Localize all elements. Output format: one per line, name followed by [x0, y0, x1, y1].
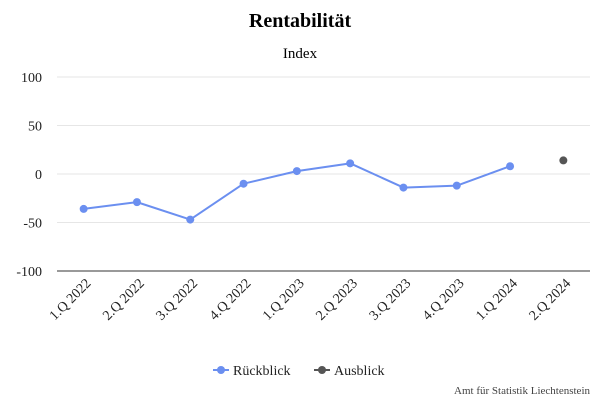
x-tick-label: 3.Q 2023 — [367, 276, 414, 323]
legend[interactable]: Rückblick Ausblick — [213, 364, 385, 379]
x-tick-label: 2.Q 2023 — [314, 276, 361, 323]
chart-title: Rentabilität — [249, 10, 352, 32]
legend-item[interactable]: Rückblick — [213, 364, 291, 379]
data-point[interactable] — [239, 179, 248, 188]
y-tick-label: 50 — [28, 120, 42, 135]
x-tick-label: 2.Q 2024 — [527, 276, 574, 323]
x-tick-label: 1.Q 2024 — [473, 276, 520, 323]
x-tick-label: 4.Q 2022 — [207, 276, 254, 323]
data-point[interactable] — [132, 198, 141, 207]
x-axis-ticks: 1.Q 2022 2.Q 2022 3.Q 2022 4.Q 2022 1.Q 2023… — [47, 276, 574, 323]
grid — [57, 76, 590, 272]
legend-marker-icon — [318, 366, 326, 374]
x-tick-label: 2.Q 2022 — [100, 276, 147, 323]
chart-subtitle: Index — [283, 46, 318, 62]
legend-label: Rückblick — [233, 364, 291, 379]
series-group — [79, 159, 515, 224]
data-point[interactable] — [79, 204, 88, 213]
x-tick-label: 4.Q 2023 — [420, 276, 467, 323]
data-point[interactable] — [346, 159, 355, 168]
data-point[interactable] — [452, 181, 461, 190]
y-axis-ticks: 100 50 0 -50 -100 — [16, 71, 42, 280]
legend-label: Ausblick — [334, 364, 385, 379]
y-tick-label: -100 — [16, 265, 42, 280]
data-point[interactable] — [292, 167, 301, 176]
series-group — [559, 156, 568, 165]
credit-text[interactable]: Amt für Statistik Liechtenstein — [454, 385, 590, 397]
y-tick-label: 100 — [21, 71, 42, 86]
legend-marker-icon — [217, 366, 225, 374]
legend-item[interactable]: Ausblick — [314, 364, 385, 379]
data-point[interactable] — [559, 156, 568, 165]
y-tick-label: -50 — [23, 217, 42, 232]
data-point[interactable] — [399, 183, 408, 192]
x-tick-label: 1.Q 2023 — [260, 276, 307, 323]
x-tick-label: 1.Q 2022 — [47, 276, 94, 323]
series — [79, 156, 568, 224]
y-tick-label: 0 — [35, 168, 42, 183]
data-point[interactable] — [186, 215, 195, 224]
x-tick-label: 3.Q 2022 — [154, 276, 201, 323]
data-point[interactable] — [506, 162, 515, 171]
